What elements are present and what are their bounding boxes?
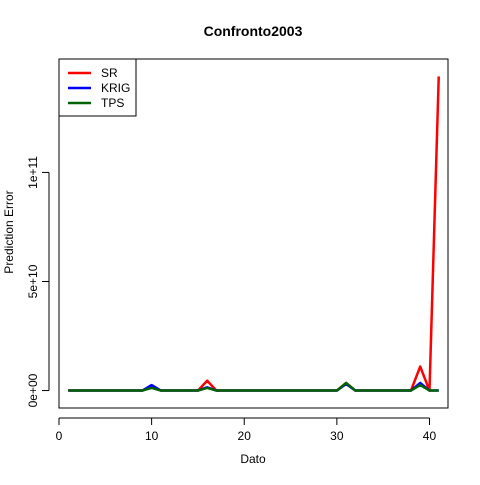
x-tick-label: 10 [145,429,159,443]
series-line-tps [68,381,439,392]
y-tick-label: 5e+10 [26,264,40,298]
x-axis-label: Dato [240,452,266,466]
legend-label-sr: SR [101,66,118,80]
series-layer [68,76,440,392]
x-tick-label: 30 [330,429,344,443]
y-axis-label: Prediction Error [2,190,16,273]
y-tick-label: 1e+11 [26,156,40,189]
x-tick-label: 40 [423,429,437,443]
x-tick-label: 0 [56,429,63,443]
x-tick-label: 20 [238,429,252,443]
plot-frame [58,58,449,409]
x-axis: 0 10 20 30 40 [56,417,437,443]
legend-label-tps: TPS [101,96,124,110]
y-axis: 0e+00 5e+10 1e+11 [26,156,50,407]
chart-title: Confronto2003 [204,23,303,39]
legend-label-krig: KRIG [101,81,130,95]
y-tick-label: 0e+00 [26,373,40,407]
